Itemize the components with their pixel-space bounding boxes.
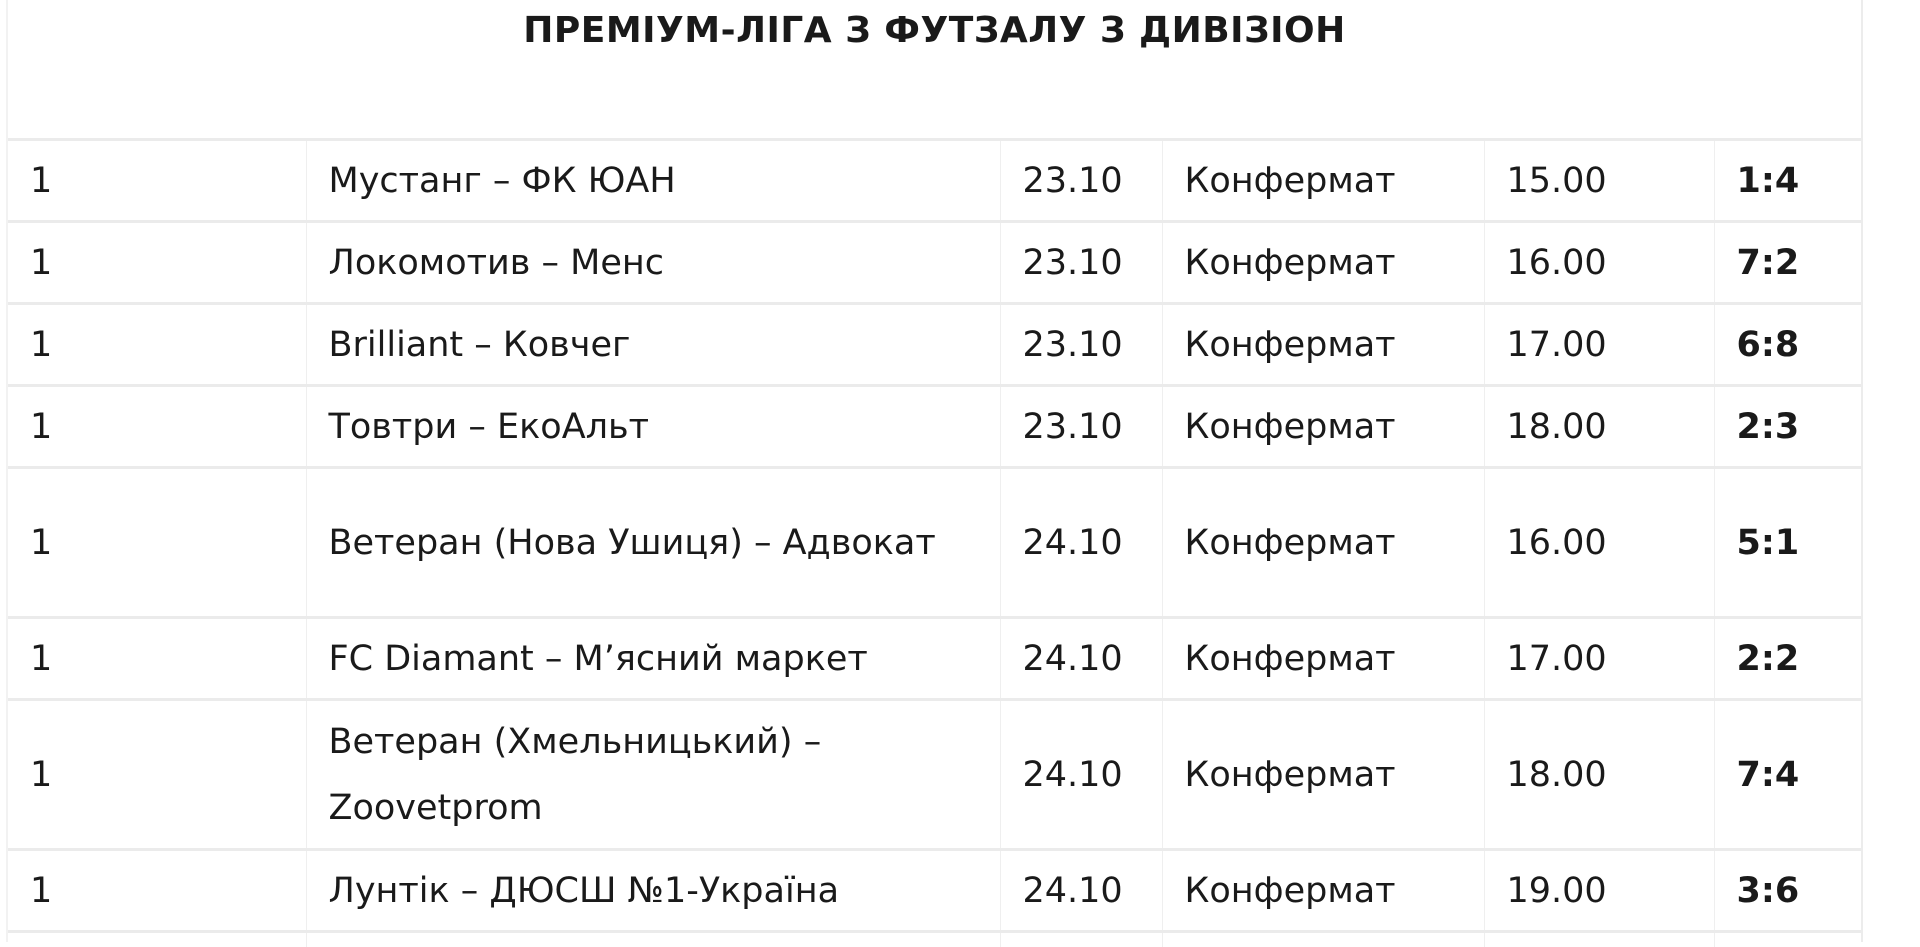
match-time: 17.00 [1484, 304, 1714, 386]
match-score: 1:4 [1714, 140, 1861, 222]
match-score: 2:3 [1714, 386, 1861, 468]
match-date: 24.10 [1000, 618, 1162, 700]
match-round: 1 [8, 222, 306, 304]
match-date: 23.10 [1000, 386, 1162, 468]
match-time: 15.00 [1484, 140, 1714, 222]
match-venue: Конфермат [1162, 140, 1484, 222]
match-teams: FC Diamant – М’ясний маркет [306, 618, 1000, 700]
match-round: 1 [8, 618, 306, 700]
empty-cell [306, 932, 1000, 947]
empty-cell [1162, 932, 1484, 947]
match-score: 7:2 [1714, 222, 1861, 304]
empty-cell [1484, 932, 1714, 947]
match-venue: Конфермат [1162, 222, 1484, 304]
match-round: 1 [8, 850, 306, 932]
empty-cell [1714, 932, 1861, 947]
empty-cell [1000, 932, 1162, 947]
match-time: 17.00 [1484, 618, 1714, 700]
match-date: 24.10 [1000, 700, 1162, 850]
match-venue: Конфермат [1162, 386, 1484, 468]
match-teams: Brilliant – Ковчег [306, 304, 1000, 386]
match-score: 3:6 [1714, 850, 1861, 932]
match-teams: Товтри – ЕкоАльт [306, 386, 1000, 468]
league-title-cell: ПРЕМІУМ-ЛІГА З ФУТЗАЛУ З ДИВІЗІОН [8, 0, 1861, 138]
match-time: 18.00 [1484, 700, 1714, 850]
match-round: 1 [8, 386, 306, 468]
match-teams: Мустанг – ФК ЮАН [306, 140, 1000, 222]
match-date: 23.10 [1000, 222, 1162, 304]
match-round: 1 [8, 140, 306, 222]
match-time: 18.00 [1484, 386, 1714, 468]
match-venue: Конфермат [1162, 618, 1484, 700]
match-score: 5:1 [1714, 468, 1861, 618]
match-venue: Конфермат [1162, 468, 1484, 618]
match-score: 7:4 [1714, 700, 1861, 850]
league-title: ПРЕМІУМ-ЛІГА З ФУТЗАЛУ З ДИВІЗІОН [523, 10, 1346, 51]
match-date: 24.10 [1000, 850, 1162, 932]
match-time: 16.00 [1484, 222, 1714, 304]
match-teams: Лунтік – ДЮСШ №1-Україна [306, 850, 1000, 932]
match-date: 24.10 [1000, 468, 1162, 618]
match-venue: Конфермат [1162, 850, 1484, 932]
match-venue: Конфермат [1162, 304, 1484, 386]
table-footer-row [8, 932, 1861, 947]
match-teams: Ветеран (Хмельницький) – Zoovetprom [306, 700, 1000, 850]
match-teams: Локомотив – Менс [306, 222, 1000, 304]
match-teams: Ветеран (Нова Ушиця) – Адвокат [306, 468, 1000, 618]
match-time: 16.00 [1484, 468, 1714, 618]
match-round: 1 [8, 304, 306, 386]
match-round: 1 [8, 700, 306, 850]
empty-cell [8, 932, 306, 947]
match-date: 23.10 [1000, 304, 1162, 386]
match-date: 23.10 [1000, 140, 1162, 222]
match-score: 2:2 [1714, 618, 1861, 700]
match-round: 1 [8, 468, 306, 618]
match-venue: Конфермат [1162, 700, 1484, 850]
match-time: 19.00 [1484, 850, 1714, 932]
match-score: 6:8 [1714, 304, 1861, 386]
